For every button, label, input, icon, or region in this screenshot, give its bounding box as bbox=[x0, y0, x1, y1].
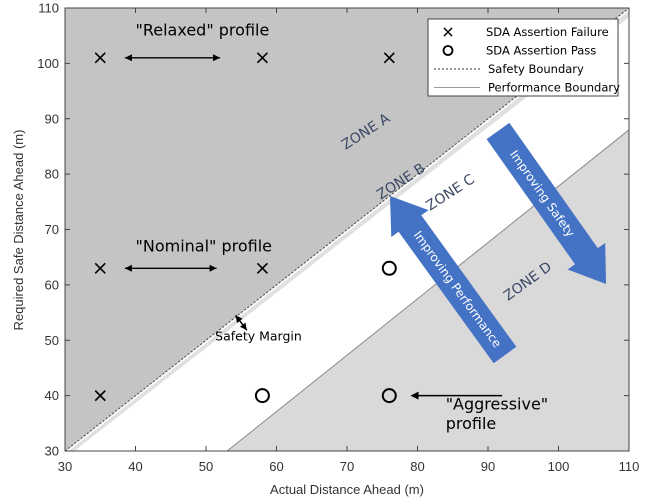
safety-margin-arrow-head bbox=[239, 322, 247, 331]
annotation-text: "Nominal" profile bbox=[136, 237, 273, 256]
safety-margin-arrow-head bbox=[235, 315, 243, 323]
x-tick-label: 100 bbox=[548, 459, 570, 474]
y-tick-label: 90 bbox=[45, 111, 59, 126]
pass-marker bbox=[381, 388, 397, 404]
failure-marker bbox=[94, 52, 106, 64]
pass-marker bbox=[381, 260, 397, 276]
y-tick-label: 30 bbox=[45, 444, 59, 459]
x-axis: 30 40 50 60 70 80 90 100 110 bbox=[58, 8, 640, 474]
y-tick-label: 100 bbox=[37, 56, 59, 71]
relaxed-span-arrow-head bbox=[124, 54, 132, 62]
x-tick-label: 70 bbox=[340, 459, 354, 474]
failure-marker bbox=[256, 262, 268, 274]
legend: SDA Assertion Failure SDA Assertion Pass S… bbox=[427, 18, 620, 97]
legend-label: Performance Boundary bbox=[488, 81, 620, 95]
improving-safety-arrow bbox=[486, 122, 606, 285]
y-tick-label: 60 bbox=[45, 277, 59, 292]
y-tick-label: 70 bbox=[45, 222, 59, 237]
aggressive-arrow-head bbox=[410, 391, 419, 400]
annotation-text: profile bbox=[446, 414, 497, 433]
y-tick-label: 50 bbox=[45, 333, 59, 348]
x-tick-label: 30 bbox=[58, 459, 72, 474]
legend-label: SDA Assertion Failure bbox=[486, 25, 609, 39]
legend-x-symbol bbox=[443, 27, 453, 37]
y-tick-label: 110 bbox=[38, 1, 59, 16]
failure-marker bbox=[383, 52, 395, 64]
performance-boundary-line bbox=[226, 129, 630, 452]
failure-marker-stroke bbox=[94, 390, 106, 402]
annotations: "Relaxed" profile "Nominal" profile Safety… bbox=[124, 21, 548, 433]
failure-marker-stroke bbox=[94, 262, 106, 274]
x-tick-label: 40 bbox=[128, 459, 142, 474]
pass-marker bbox=[254, 388, 270, 404]
x-tick-label: 90 bbox=[481, 459, 495, 474]
nominal-span-arrow-head bbox=[124, 264, 132, 272]
annotation-text: "Relaxed" profile bbox=[136, 21, 270, 40]
legend-label: SDA Assertion Pass bbox=[486, 44, 596, 58]
legend-label: Safety Boundary bbox=[488, 62, 584, 76]
x-tick-label: 110 bbox=[619, 459, 640, 474]
failure-marker-stroke bbox=[383, 52, 395, 64]
failure-marker-stroke bbox=[256, 52, 268, 64]
x-tick-label: 50 bbox=[199, 459, 213, 474]
x-tick-label: 80 bbox=[410, 459, 424, 474]
failure-marker bbox=[256, 52, 268, 64]
y-axis-label: Required Safe Distance Ahead (m) bbox=[11, 130, 26, 331]
failure-marker-stroke bbox=[256, 262, 268, 274]
failure-marker bbox=[94, 262, 106, 274]
annotation-text: "Aggressive" bbox=[446, 394, 548, 413]
improving-performance-arrow bbox=[390, 196, 517, 364]
y-axis: 30 40 50 60 70 80 90 100 110 bbox=[37, 1, 629, 459]
failure-marker bbox=[94, 390, 106, 402]
nominal-span-arrow-head bbox=[209, 264, 217, 272]
relaxed-span-arrow-head bbox=[213, 54, 221, 62]
x-axis-label: Actual Distance Ahead (m) bbox=[270, 482, 424, 497]
y-tick-label: 80 bbox=[45, 167, 59, 182]
x-tick-label: 60 bbox=[269, 459, 283, 474]
legend-box bbox=[427, 18, 619, 97]
data-markers bbox=[94, 52, 397, 404]
y-tick-label: 40 bbox=[45, 388, 59, 403]
legend-circle-symbol bbox=[442, 45, 454, 56]
annotation-text: Safety Margin bbox=[215, 328, 302, 343]
failure-marker-stroke bbox=[94, 52, 106, 64]
